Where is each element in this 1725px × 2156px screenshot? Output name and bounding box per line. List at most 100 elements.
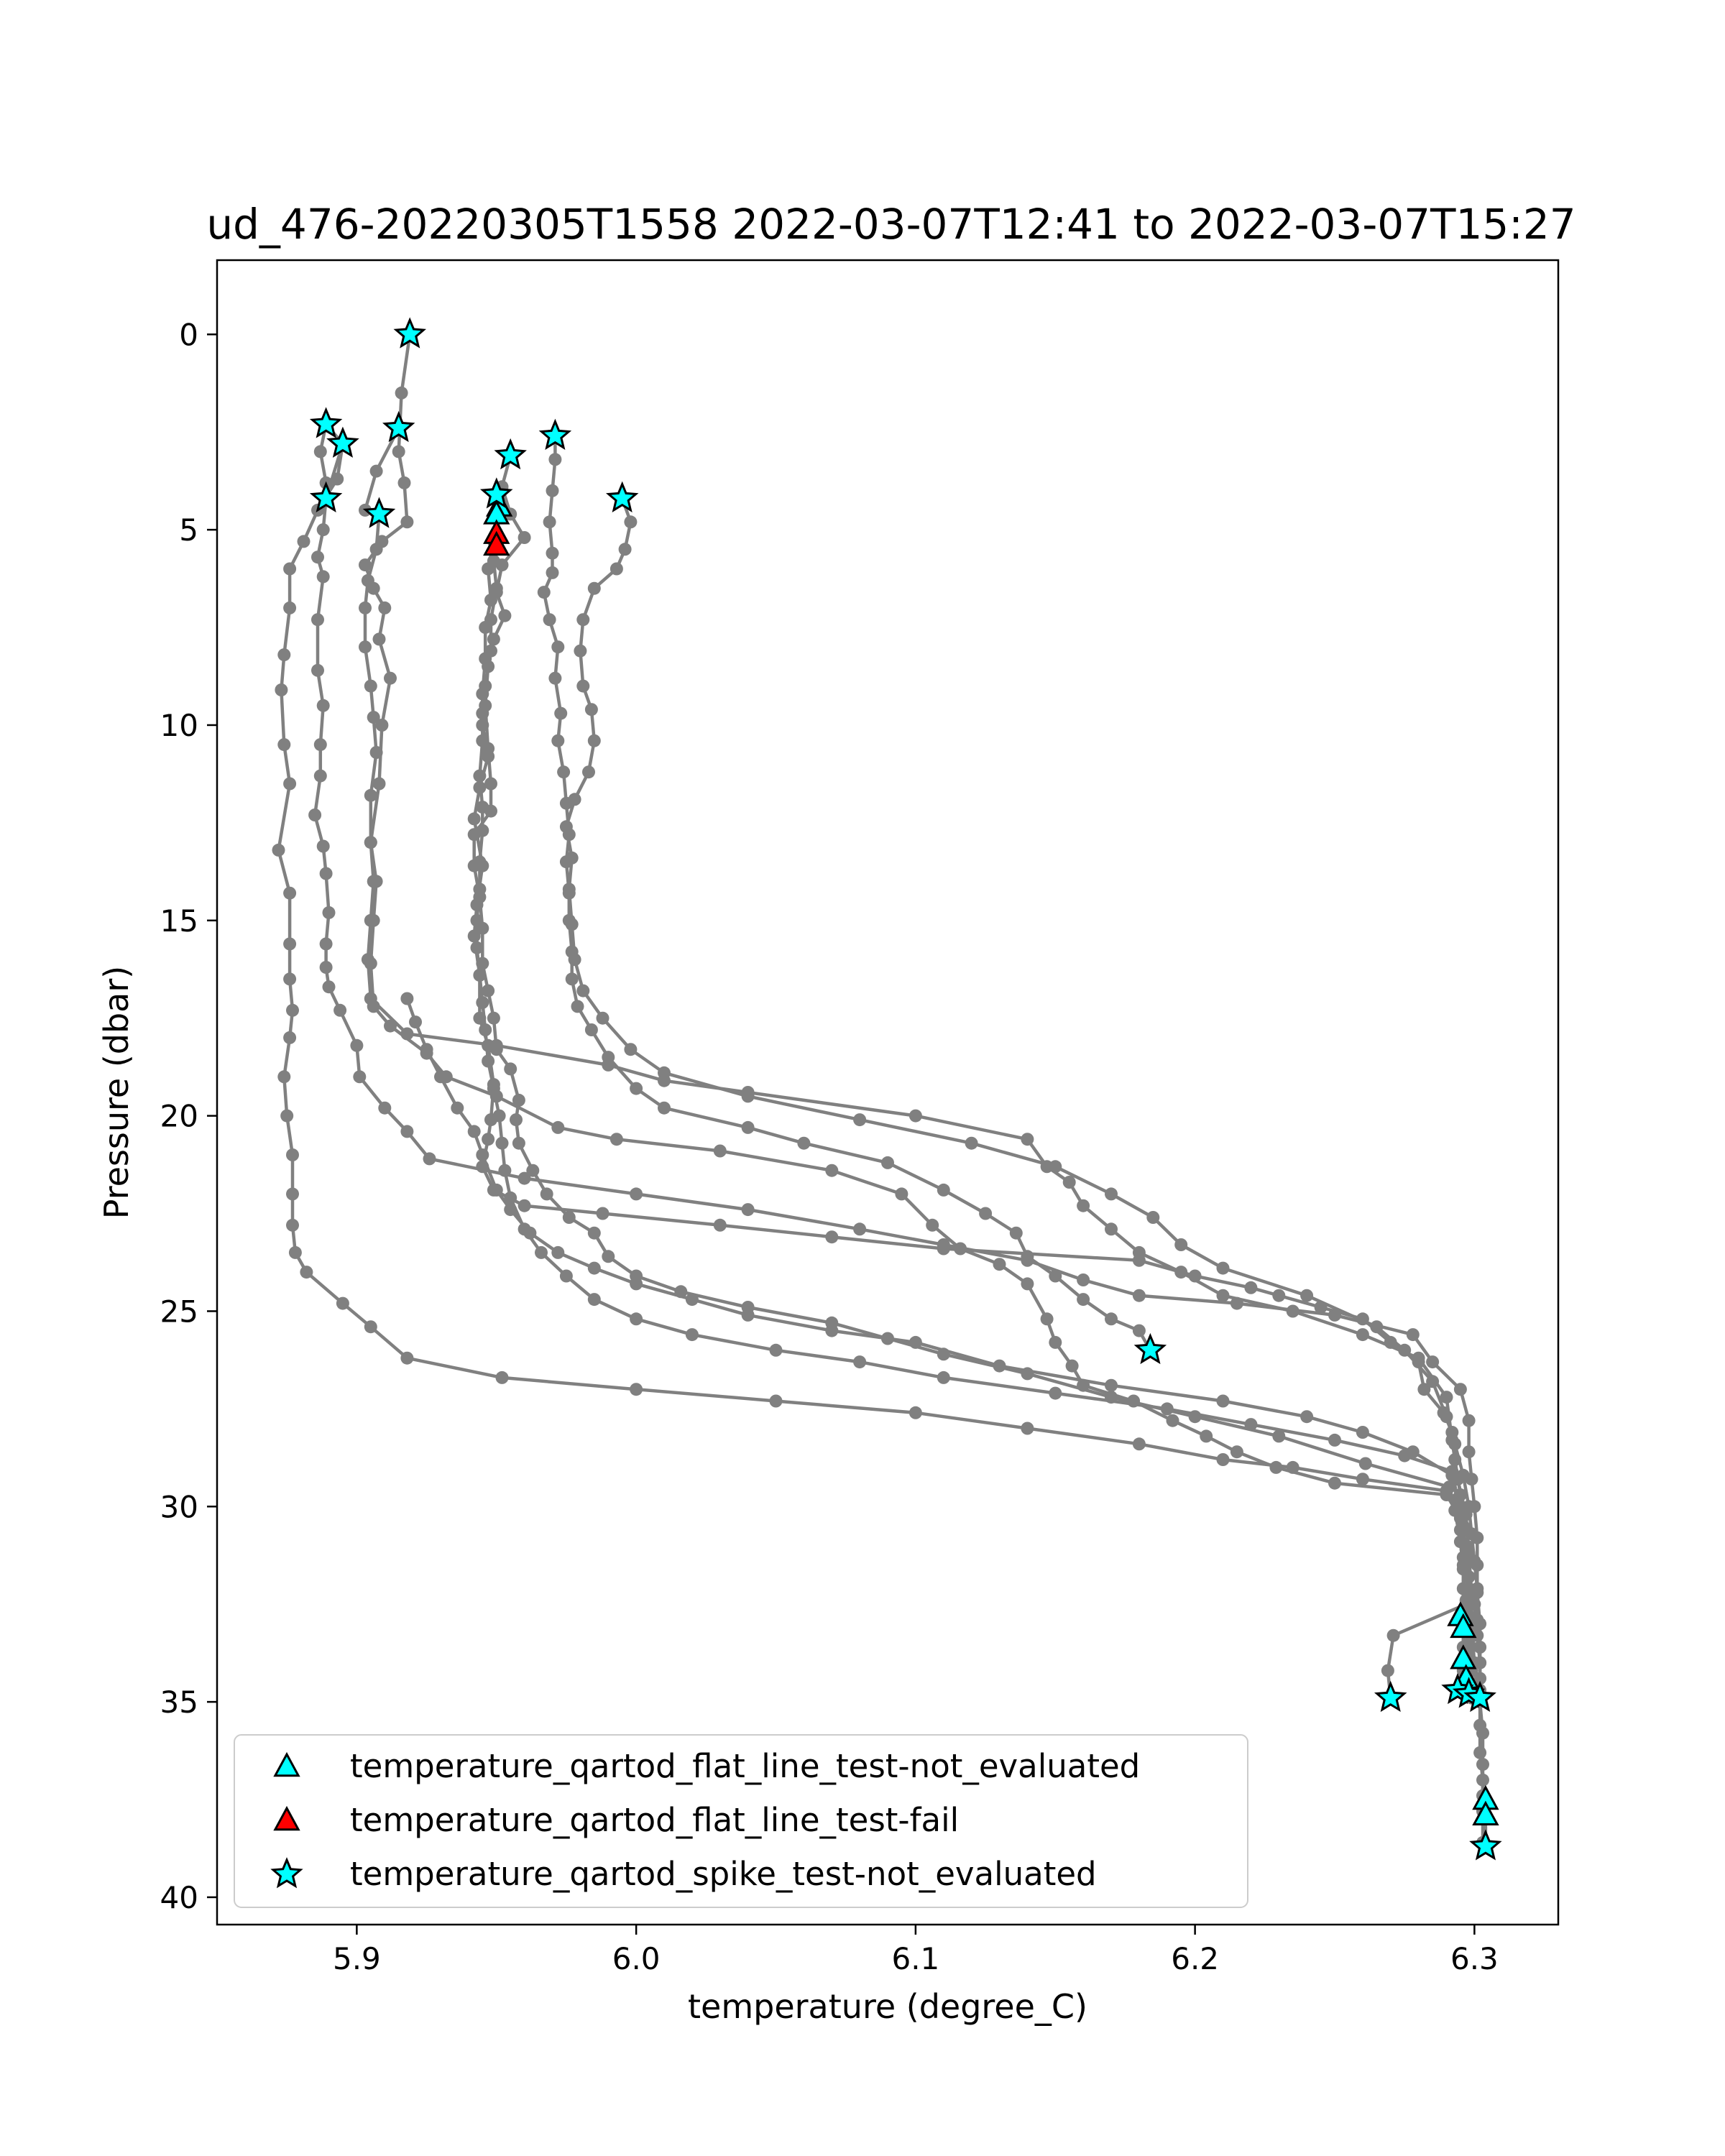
spike-not-evaluated-marker [393, 317, 427, 349]
profile-point [484, 613, 497, 627]
profile-point [565, 918, 579, 931]
profile-point [610, 1133, 623, 1146]
x-tick-label: 5.9 [333, 1941, 381, 1976]
profile-point [1021, 1422, 1034, 1435]
profile-point [741, 1089, 755, 1103]
profile-point [308, 808, 322, 821]
profile-point [409, 1015, 422, 1029]
profile-point [937, 1183, 950, 1197]
profile-point [576, 984, 590, 998]
profile-point [487, 1082, 500, 1095]
profile-point [400, 992, 414, 1005]
profile-point [1456, 1468, 1470, 1482]
profile-point [1356, 1328, 1369, 1342]
profile-point [1462, 1636, 1476, 1650]
profile-point [451, 1101, 464, 1115]
profile-point [487, 554, 500, 568]
legend: temperature_qartod_flat_line_test-not_ev… [234, 1734, 1248, 1908]
profile-point [630, 1082, 643, 1095]
profile-point [587, 1261, 601, 1275]
profile-point [316, 570, 330, 584]
spike-not-evaluated-marker [309, 407, 343, 438]
plot-frame [216, 259, 1560, 1926]
profile-point [1132, 1289, 1146, 1302]
spike-not-evaluated-marker [494, 438, 527, 470]
profile-point [1244, 1418, 1258, 1432]
spike-not-evaluated-marker [382, 410, 415, 443]
profile-point [359, 640, 372, 654]
y-tick-label: 5 [179, 512, 198, 548]
profile-point [313, 738, 327, 752]
profile-point [1476, 1726, 1489, 1740]
profile-point [543, 613, 556, 627]
spike-not-evaluated-marker [1469, 1829, 1502, 1861]
profile-point [853, 1222, 867, 1236]
profile-point [364, 679, 377, 693]
profile-point [1456, 1558, 1470, 1572]
profile-point [1412, 1355, 1425, 1369]
profile-point [825, 1324, 839, 1337]
profile-point [518, 531, 531, 544]
profile-point [378, 601, 392, 614]
profile-line-4 [363, 427, 1473, 1690]
profile-point [378, 1101, 392, 1115]
profile-point [1132, 1324, 1146, 1337]
profile-point [1473, 1746, 1487, 1759]
profile-point [1065, 1359, 1079, 1373]
profile-point [1049, 1386, 1062, 1400]
profile-point [482, 1133, 495, 1146]
profile-point [546, 484, 559, 497]
profile-point [482, 1054, 495, 1068]
profile-point [685, 1328, 699, 1342]
profile-point [713, 1218, 727, 1232]
profile-point [476, 1148, 489, 1161]
profile-point [364, 1320, 377, 1334]
profile-point [1049, 1269, 1062, 1283]
profile-point [1328, 1476, 1341, 1490]
profile-point [364, 788, 377, 802]
profile-point [364, 836, 377, 849]
y-tick-label: 0 [179, 317, 198, 352]
profile-point [1049, 1335, 1062, 1349]
profile-point [283, 886, 297, 900]
x-tick-label: 6.3 [1450, 1941, 1499, 1976]
profile-point [473, 769, 487, 783]
profile-point [334, 1003, 347, 1017]
profile-point [548, 671, 562, 685]
profile-point [937, 1370, 950, 1384]
profile-point [286, 1187, 299, 1201]
x-axis: 5.9 6.0 6.1 6.2 6.3 [333, 1925, 1499, 1976]
profile-point [512, 1136, 525, 1150]
profile-point [372, 777, 386, 791]
profile-point [546, 546, 559, 560]
y-axis: 0 5 10 15 20 25 30 35 40 [160, 317, 217, 1915]
profile-point [596, 1011, 610, 1025]
profile-point [470, 941, 484, 954]
profile-point [277, 738, 291, 752]
profile-point [423, 1152, 436, 1166]
profile-point [1453, 1383, 1467, 1396]
profile-point [1300, 1289, 1314, 1302]
profile-point [384, 1019, 397, 1033]
profile-point [1406, 1445, 1420, 1459]
profile-point [523, 1226, 537, 1240]
profile-point [311, 613, 324, 627]
profile-point [364, 957, 377, 970]
profile-point [359, 601, 372, 614]
profile-point [584, 1023, 598, 1036]
profile-point [562, 1211, 576, 1224]
legend-box [234, 1734, 1248, 1908]
profile-point [1077, 1199, 1090, 1212]
spike-not-evaluated-marker [538, 418, 572, 450]
profile-point [576, 679, 590, 693]
profile-point [397, 476, 411, 489]
profile-point [1216, 1289, 1230, 1302]
profile-point [1473, 1641, 1487, 1654]
spike-not-evaluated-marker [479, 477, 513, 509]
profile-point [288, 1245, 302, 1259]
profile-point [492, 1109, 506, 1123]
profile-point [1216, 1261, 1230, 1275]
profile-point [1230, 1296, 1243, 1310]
profile-line-10 [405, 998, 1468, 1698]
profile-point [658, 1066, 671, 1079]
